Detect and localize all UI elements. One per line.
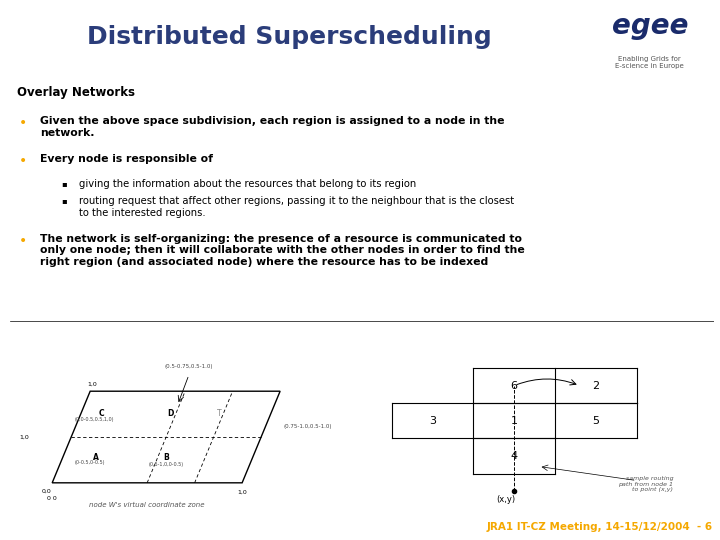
Text: •: • — [19, 234, 27, 248]
Text: 1: 1 — [510, 416, 518, 426]
Text: 1,0: 1,0 — [238, 490, 247, 495]
Text: ▪: ▪ — [60, 196, 66, 205]
Text: Enabling Grids for
E-science in Europe: Enabling Grids for E-science in Europe — [616, 56, 684, 69]
Text: sample routing
path from node 1
to point (x,y): sample routing path from node 1 to point… — [618, 476, 673, 492]
Text: 1,0: 1,0 — [19, 435, 30, 440]
Text: B: B — [163, 453, 169, 462]
Text: 0 0: 0 0 — [48, 496, 57, 501]
Text: 5: 5 — [593, 416, 599, 426]
Text: T: T — [217, 409, 222, 418]
Text: 3: 3 — [429, 416, 436, 426]
Text: C: C — [99, 409, 104, 418]
Text: •: • — [19, 116, 27, 130]
Text: (0.75-1.0,0.5-1.0): (0.75-1.0,0.5-1.0) — [284, 424, 333, 429]
Text: Overlay Networks: Overlay Networks — [17, 85, 135, 98]
Text: node W's virtual coordinate zone: node W's virtual coordinate zone — [89, 502, 205, 508]
Text: 0,0: 0,0 — [42, 488, 51, 494]
Text: D: D — [167, 409, 173, 418]
Text: A: A — [93, 453, 99, 462]
Text: 4: 4 — [510, 451, 518, 461]
Text: •: • — [19, 154, 27, 167]
Text: Given the above space subdivision, each region is assigned to a node in the
netw: Given the above space subdivision, each … — [40, 116, 504, 138]
Text: egee: egee — [611, 12, 688, 40]
Text: The network is self-organizing: the presence of a resource is communicated to
on: The network is self-organizing: the pres… — [40, 234, 524, 267]
Text: ▪: ▪ — [60, 179, 66, 188]
Text: (0.5-1,0,0-0.5): (0.5-1,0,0-0.5) — [148, 462, 184, 467]
Text: (0.5-0.75,0.5-1.0): (0.5-0.75,0.5-1.0) — [165, 364, 213, 369]
Text: routing request that affect other regions, passing it to the neighbour that is t: routing request that affect other region… — [79, 196, 514, 218]
Text: (0,0-0.5,0.5,1,0): (0,0-0.5,0.5,1,0) — [74, 416, 114, 422]
Text: 1,0: 1,0 — [87, 382, 97, 387]
Text: 2: 2 — [593, 381, 600, 390]
Text: 6: 6 — [510, 381, 518, 390]
Text: giving the information about the resources that belong to its region: giving the information about the resourc… — [79, 179, 416, 189]
Text: (x,y): (x,y) — [497, 495, 516, 504]
Text: (0-0.5,0-0.5): (0-0.5,0-0.5) — [75, 461, 105, 465]
Text: JRA1 IT-CZ Meeting, 14-15/12/2004  - 6: JRA1 IT-CZ Meeting, 14-15/12/2004 - 6 — [487, 522, 713, 532]
Text: Every node is responsible of: Every node is responsible of — [40, 154, 212, 164]
Text: Distributed Superscheduling: Distributed Superscheduling — [87, 25, 492, 49]
